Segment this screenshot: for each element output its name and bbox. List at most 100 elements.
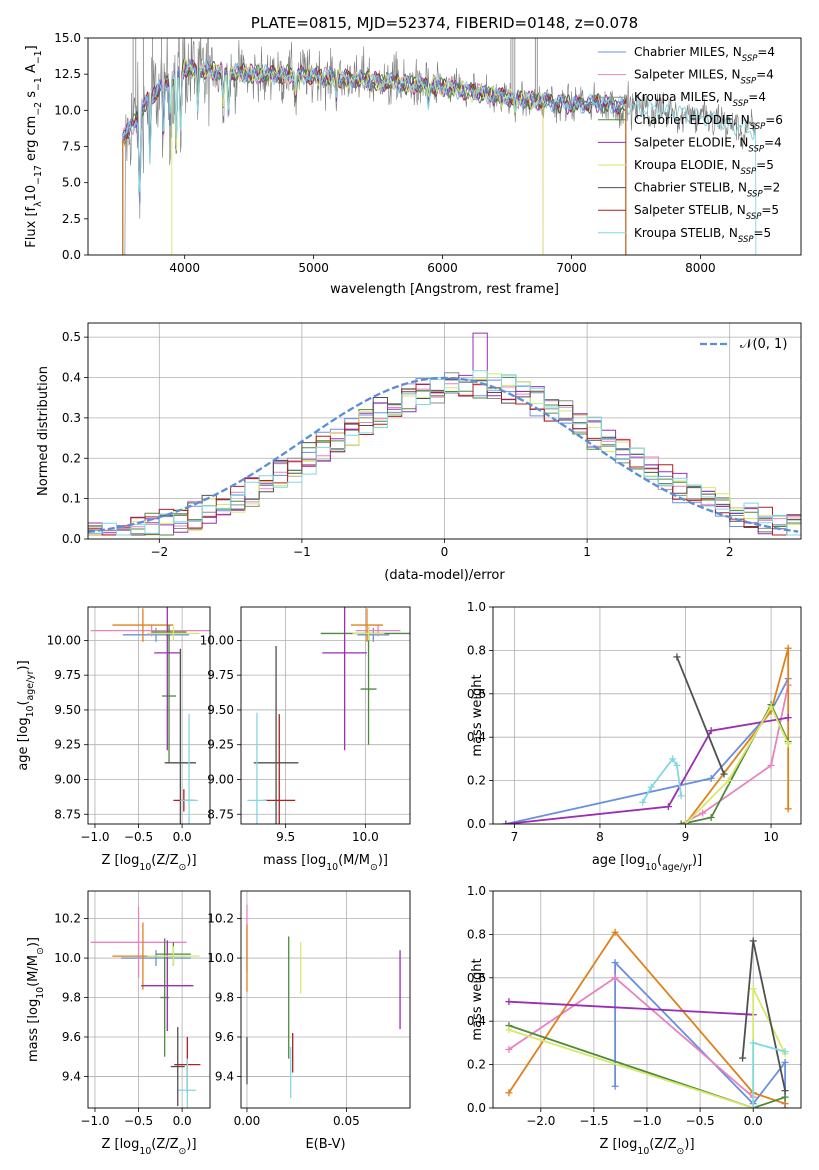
error-bar-point xyxy=(164,648,197,824)
y-tick-label: 10.2 xyxy=(54,912,81,926)
mass_weight_vs_age-series xyxy=(502,644,792,824)
mass_vs_Z-frame xyxy=(87,890,211,1109)
model-edge xyxy=(625,105,629,255)
y-tick-label: 0.4 xyxy=(62,371,81,385)
error-bar-point xyxy=(355,625,401,637)
y-axis-label: Normed distribution xyxy=(36,366,51,496)
weight-series xyxy=(739,937,789,1095)
y-tick-label: 15.0 xyxy=(54,31,81,45)
y-axis-label: mass [log10(M/M⊙)] xyxy=(26,937,46,1062)
weight-series xyxy=(502,675,792,824)
age_vs_mass-points xyxy=(247,607,410,824)
y-tick-label: 9.50 xyxy=(54,703,81,717)
y-tick-label: 0.0 xyxy=(62,532,81,546)
x-tick-label: 0.0 xyxy=(744,1114,763,1128)
weight-series xyxy=(682,703,792,824)
error-bar-point xyxy=(351,608,383,642)
y-tick-label: 10.0 xyxy=(54,951,81,965)
residual-histogram xyxy=(88,383,801,536)
y-tick-label: 9.00 xyxy=(207,772,234,786)
y-tick-label: 8.75 xyxy=(54,807,81,821)
x-axis-label: E(B-V) xyxy=(305,1137,345,1152)
x-tick-label: 7 xyxy=(511,830,519,844)
normal-curve xyxy=(88,376,799,534)
x-tick-label: −2 xyxy=(150,545,168,559)
legend-label: Salpeter ELODIE, NSSP=4 xyxy=(634,135,782,154)
y-tick-label: 9.00 xyxy=(54,772,81,786)
y-tick-label: 0.5 xyxy=(62,330,81,344)
y-tick-label: 10.0 xyxy=(54,103,81,117)
model-spectrum xyxy=(122,60,757,255)
x-tick-label: 1 xyxy=(583,545,591,559)
y-tick-label: 5.0 xyxy=(62,176,81,190)
age_vs_Z-points xyxy=(90,607,210,824)
y-tick-label: 0.8 xyxy=(467,643,486,657)
y-tick-label: 0.6 xyxy=(467,687,486,701)
mass_vs_ebv-points xyxy=(246,904,401,1099)
mass_vs_Z-axes: −1.0 −0.5 0.0 9.4 9.6 9.8 10.0 10.2 xyxy=(54,891,210,1128)
error-bar-point xyxy=(322,607,367,751)
error-bar-point xyxy=(352,626,385,641)
x-tick-label: −0.5 xyxy=(124,830,153,844)
y-tick-label: 9.75 xyxy=(54,668,81,682)
figure-title: PLATE=0815, MJD=52374, FIBERID=0148, z=0… xyxy=(251,14,638,32)
legend-label: Chabrier STELIB, NSSP=2 xyxy=(634,181,780,200)
mass_vs_ebv-frame xyxy=(240,890,411,1109)
legend-label: Salpeter STELIB, NSSP=5 xyxy=(634,203,779,222)
y-tick-label: 2.5 xyxy=(62,212,81,226)
weight-series xyxy=(502,714,792,824)
legend-label: Chabrier MILES, NSSP=4 xyxy=(634,45,775,64)
weight-series xyxy=(682,644,792,824)
y-tick-label: 0.4 xyxy=(467,730,486,744)
error-bar-point xyxy=(162,629,177,763)
y-tick-label: 10.00 xyxy=(200,633,234,647)
legend-label: Kroupa ELODIE, NSSP=5 xyxy=(634,158,774,177)
model-edge xyxy=(122,139,126,255)
residuals-frame xyxy=(87,322,802,540)
y-axis-label: mass weight xyxy=(470,674,485,756)
y-tick-label: 0.1 xyxy=(62,492,81,506)
x-tick-label: 0.0 xyxy=(173,1114,192,1128)
x-axis-label: mass [log10(M/M⊙)] xyxy=(263,853,388,873)
x-axis-label: (data-model)/error xyxy=(384,568,505,583)
x-tick-label: 0.0 xyxy=(173,830,192,844)
error-bar-point xyxy=(178,1058,197,1108)
spectrum-axes: 4000 5000 6000 7000 8000 0.0 2.5 5.0 7.5 10.0 12.5… xyxy=(54,31,715,275)
error-bar-point xyxy=(90,625,210,637)
y-axis-label: Flux [fλ10−17 erg cm−2 s−1 A−1] xyxy=(24,45,44,247)
y-tick-label: 0.2 xyxy=(467,774,486,788)
error-bar-point xyxy=(121,950,191,966)
y-tick-label: 10.2 xyxy=(207,912,234,926)
residual-histogram xyxy=(88,370,801,536)
weight-series xyxy=(749,1039,789,1108)
y-tick-label: 7.5 xyxy=(62,140,81,154)
error-bar-point xyxy=(180,714,198,824)
weight-series xyxy=(639,755,685,806)
x-tick-label: −1.0 xyxy=(80,1114,109,1128)
y-tick-label: 9.25 xyxy=(54,738,81,752)
error-bar-point xyxy=(122,627,190,642)
residual-histogram xyxy=(88,376,801,536)
error-bar-point xyxy=(90,906,187,978)
y-tick-label: 0.0 xyxy=(467,1101,486,1115)
age_vs_Z-axes: −1.0 −0.5 0.0 8.75 9.00 9.25 9.50 9.75 10.00 xyxy=(47,607,210,844)
spectrum-lines xyxy=(122,38,757,255)
residual-histogram xyxy=(88,383,801,536)
residual-histogram xyxy=(88,373,801,536)
legend-label: Kroupa MILES, NSSP=4 xyxy=(634,90,766,109)
y-tick-label: 9.6 xyxy=(62,1030,81,1044)
error-bar-point xyxy=(147,946,200,966)
x-tick-label: −0.5 xyxy=(686,1114,715,1128)
mass_weight_vs_Z-series xyxy=(505,928,789,1108)
weight-series xyxy=(673,653,728,778)
x-tick-label: −2.0 xyxy=(526,1114,555,1128)
spectrum-legend: Chabrier MILES, NSSP=4 Salpeter MILES, NS… xyxy=(598,45,783,245)
x-tick-label: −1 xyxy=(293,545,311,559)
y-tick-label: 0.0 xyxy=(467,817,486,831)
x-tick-label: 8000 xyxy=(685,261,716,275)
y-tick-label: 9.4 xyxy=(62,1069,81,1083)
legend-label: Chabrier ELODIE, NSSP=6 xyxy=(634,113,783,132)
error-bar-point xyxy=(170,1027,185,1107)
y-tick-label: 8.75 xyxy=(207,807,234,821)
legend-label: 𝒩(0, 1) xyxy=(740,337,787,352)
